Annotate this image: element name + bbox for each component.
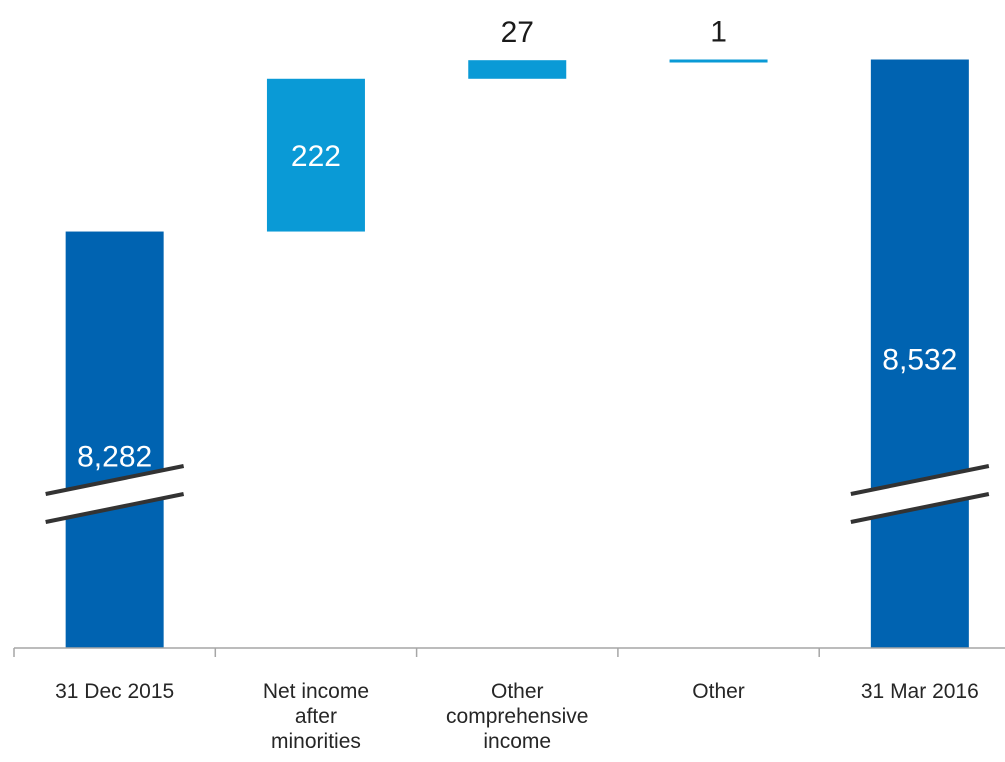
bar-3	[468, 60, 567, 79]
axis-break-1	[45, 464, 185, 524]
x-axis	[13, 647, 1005, 657]
bar-2	[266, 78, 365, 232]
x-tick-label-4: Other	[692, 680, 745, 703]
bar-5	[870, 59, 969, 649]
x-tick-label-3: Other comprehensive income	[446, 680, 588, 753]
bar-4	[669, 59, 768, 63]
value-labels: 8,282 222 27 1 8,532	[77, 16, 957, 474]
value-label-2: 222	[291, 140, 341, 173]
x-tick-label-1: 31 Dec 2015	[55, 680, 174, 703]
value-label-4: 1	[710, 16, 727, 49]
x-tick-label-5: 31 Mar 2016	[861, 680, 979, 703]
axis-break-markers	[45, 464, 990, 524]
value-label-3: 27	[501, 16, 534, 49]
x-tick-labels: 31 Dec 2015 Net income after minorities Othe…	[55, 680, 979, 753]
bars-layer	[65, 59, 969, 649]
bar-1	[65, 231, 164, 648]
value-label-1: 8,282	[77, 441, 152, 474]
value-label-5: 8,532	[882, 344, 957, 377]
axis-break-5	[850, 464, 990, 524]
x-tick-label-2: Net income after minorities	[263, 680, 369, 753]
